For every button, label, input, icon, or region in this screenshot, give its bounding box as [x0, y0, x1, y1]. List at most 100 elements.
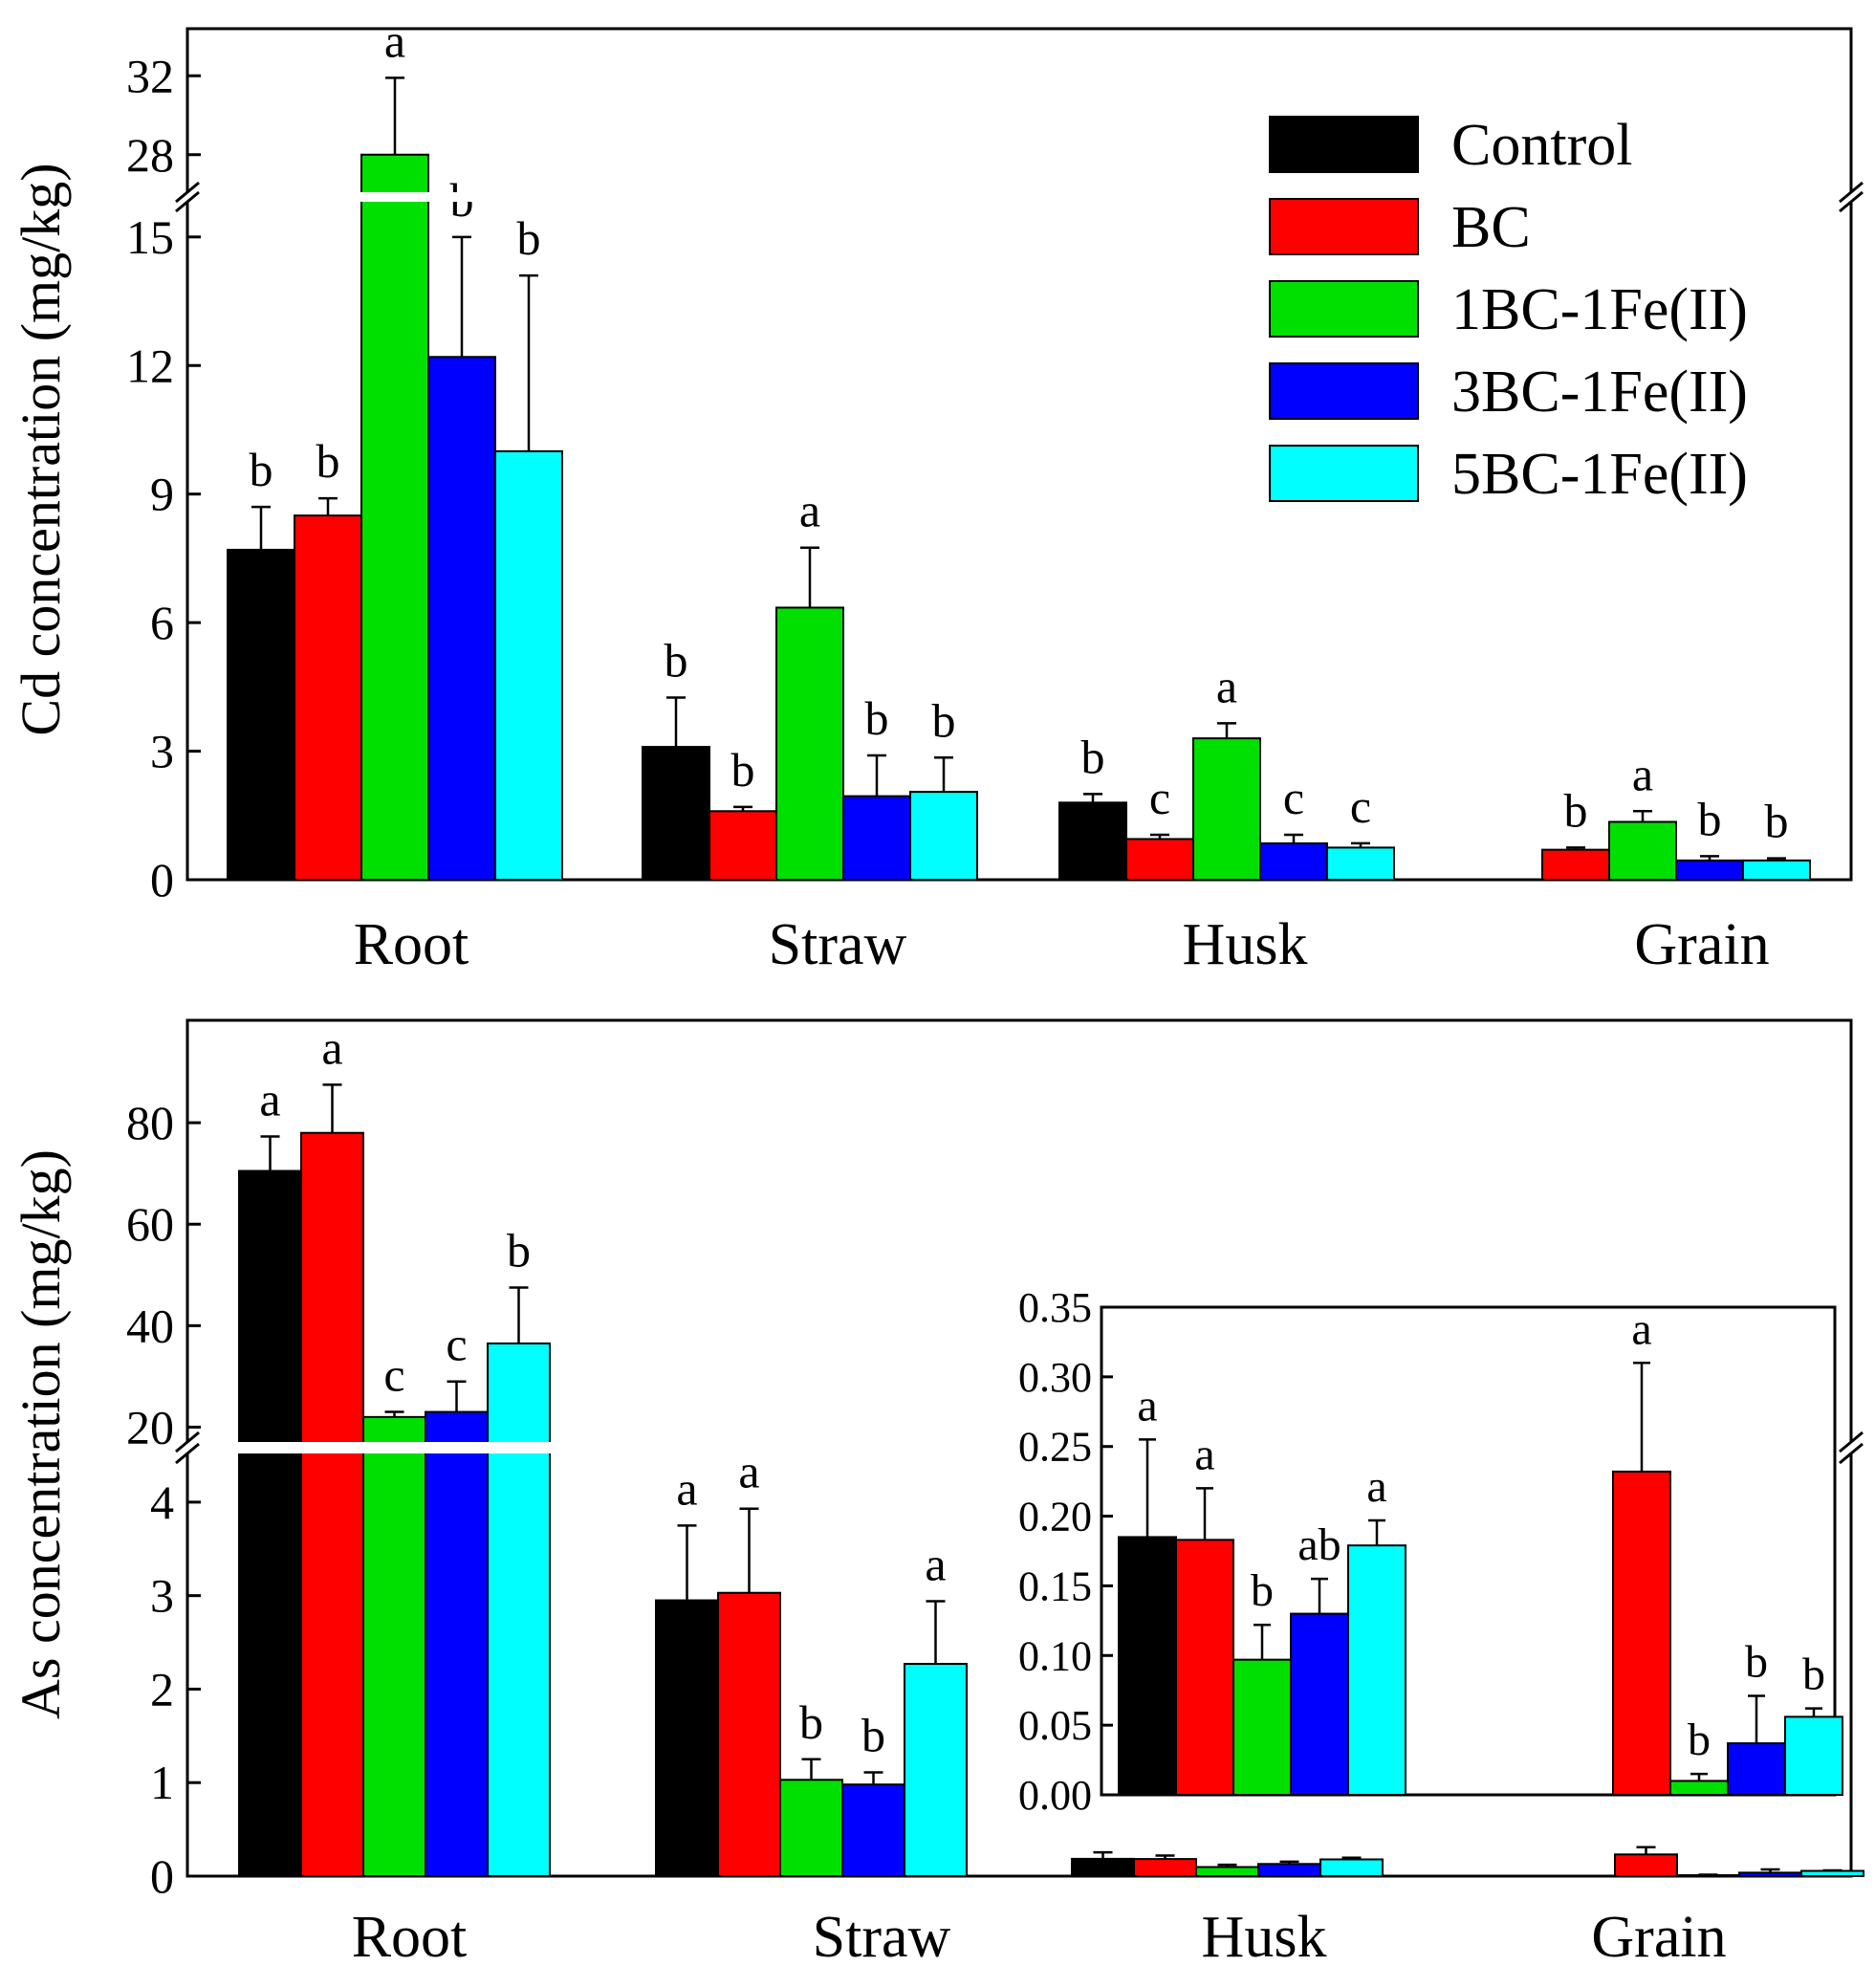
significance-letter: c [1149, 771, 1170, 824]
bar-as-root-bc [300, 1131, 364, 1877]
y-tick-label: 80 [126, 1096, 174, 1149]
x-category-label-root: Root [354, 912, 469, 977]
axis-break-mark [175, 181, 200, 204]
significance-letter: c [1283, 771, 1304, 824]
bar-as-grain-3bc-1fe-ii [1738, 1871, 1802, 1877]
bar-cd-grain-5bc-1fe-ii [1742, 859, 1811, 881]
significance-letter: c [383, 1348, 404, 1402]
bar-cd-root-1bc-1fe-ii [360, 153, 429, 881]
inset-significance-letter: b [1802, 1649, 1825, 1700]
bar-as-husk-control [1071, 1857, 1135, 1878]
significance-letter: b [731, 743, 755, 797]
bar-as-husk-bc [1133, 1858, 1197, 1878]
significance-letter: b [1765, 795, 1789, 848]
x-category-label-grain: Grain [1591, 1905, 1726, 1970]
axis-break-gap [189, 192, 572, 202]
y-tick-label: 20 [126, 1400, 174, 1453]
bar-as-root-3bc-1fe-ii [425, 1410, 489, 1878]
inset-y-tick-label: 0.25 [1018, 1424, 1092, 1471]
bar-as-straw-1bc-1fe-ii [779, 1779, 843, 1878]
significance-letter: c [1350, 779, 1371, 833]
y-tick-label: 4 [150, 1475, 174, 1529]
bar-cd-root-3bc-1fe-ii [427, 356, 496, 882]
x-category-label-straw: Straw [769, 912, 907, 977]
axis-break-mark [175, 1442, 200, 1465]
inset-bar-husk-5bc-1fe-ii [1347, 1544, 1406, 1796]
inset-significance-letter: a [1137, 1380, 1157, 1431]
inset-significance-letter: b [1745, 1637, 1768, 1688]
axis-break-mask [1838, 1442, 1864, 1453]
inset-bar-husk-control [1118, 1536, 1177, 1797]
significance-letter: a [738, 1445, 759, 1498]
bar-as-straw-3bc-1fe-ii [841, 1783, 905, 1877]
bar-cd-husk-3bc-1fe-ii [1259, 841, 1328, 881]
significance-letter: a [321, 1020, 342, 1074]
y-tick-label: 0 [150, 853, 174, 907]
axis-break-mark [1839, 1431, 1864, 1453]
inset-significance-letter: ab [1297, 1519, 1341, 1570]
y-tick-label: 6 [150, 596, 174, 649]
bar-cd-straw-control [642, 746, 710, 881]
bar-as-root-1bc-1fe-ii [362, 1415, 426, 1877]
significance-letter: a [259, 1072, 280, 1125]
bar-cd-straw-bc [709, 810, 777, 881]
inset-significance-letter: b [1251, 1565, 1274, 1616]
legend-swatch-3bc-1fe-ii [1269, 362, 1419, 420]
y-tick-label: 3 [150, 725, 174, 778]
plot-frame [185, 27, 1853, 882]
inset-bar-husk-1bc-1fe-ii [1232, 1658, 1292, 1796]
inset-bar-grain-bc [1612, 1470, 1671, 1796]
significance-letter: a [1632, 747, 1653, 800]
bar-cd-straw-5bc-1fe-ii [909, 791, 978, 882]
axis-break-mask [174, 1442, 201, 1453]
y-axis-label: As concentration (mg/kg) [10, 1149, 72, 1719]
significance-letter: b [507, 1224, 531, 1278]
significance-letter: b [665, 634, 688, 688]
x-category-label-husk: Husk [1202, 1905, 1327, 1970]
y-tick-label: 3 [150, 1569, 174, 1623]
significance-letter: a [799, 484, 820, 537]
bar-as-husk-3bc-1fe-ii [1257, 1863, 1321, 1878]
bar-cd-root-5bc-1fe-ii [494, 449, 563, 881]
inset-chart: aaabbabbab0.000.050.100.150.200.250.300.… [1018, 1284, 1843, 1819]
y-tick-label: 2 [150, 1662, 174, 1715]
bar-cd-husk-control [1058, 801, 1127, 882]
significance-letter: a [384, 13, 405, 67]
y-tick-label: 12 [126, 339, 174, 392]
y-tick-label: 28 [126, 128, 174, 182]
y-tick-label: 15 [126, 210, 174, 264]
axis-break-gap [189, 1442, 553, 1453]
y-tick-label: 0 [150, 1849, 174, 1903]
significance-letter: b [316, 434, 340, 488]
bar-cd-grain-bc [1541, 848, 1610, 881]
inset-significance-letter: a [1366, 1461, 1386, 1512]
significance-letter: c [446, 1318, 467, 1371]
significance-letter: b [1564, 783, 1588, 837]
panel-cd: bbbbbcbaaaabbcbbbcb036912152832RootStraw… [10, 13, 1864, 977]
y-tick-label: 1 [150, 1756, 174, 1809]
legend: Control BC 1BC-1Fe(II) 3BC-1Fe(II) 5BC-1Fe(I… [1269, 113, 1748, 507]
inset-y-tick-label: 0.35 [1018, 1284, 1092, 1331]
bar-as-root-5bc-1fe-ii [487, 1342, 551, 1878]
significance-letter: a [1216, 659, 1237, 712]
axis-break-mark [1839, 190, 1864, 213]
bar-cd-straw-1bc-1fe-ii [775, 606, 844, 881]
y-tick-label: 32 [126, 49, 174, 102]
inset-significance-letter: a [1631, 1303, 1651, 1354]
axis-break-mark [1839, 1442, 1864, 1465]
legend-swatch-control [1269, 116, 1419, 173]
significance-letter: b [250, 443, 273, 496]
y-tick-label: 60 [126, 1197, 174, 1251]
inset-bar-husk-bc [1175, 1539, 1234, 1797]
axis-break-mask [174, 192, 201, 202]
y-tick-label: 40 [126, 1299, 174, 1352]
inset-bar-grain-5bc-1fe-ii [1784, 1715, 1843, 1797]
axis-break-mark [175, 1431, 200, 1453]
bar-cd-straw-3bc-1fe-ii [842, 795, 911, 881]
legend-swatch-bc [1269, 198, 1419, 255]
legend-label-3bc-1fe-ii: 3BC-1Fe(II) [1451, 360, 1748, 425]
bar-as-husk-5bc-1fe-ii [1319, 1858, 1384, 1878]
significance-letter: b [799, 1695, 823, 1749]
legend-label-5bc-1fe-ii: 5BC-1Fe(II) [1451, 442, 1748, 507]
